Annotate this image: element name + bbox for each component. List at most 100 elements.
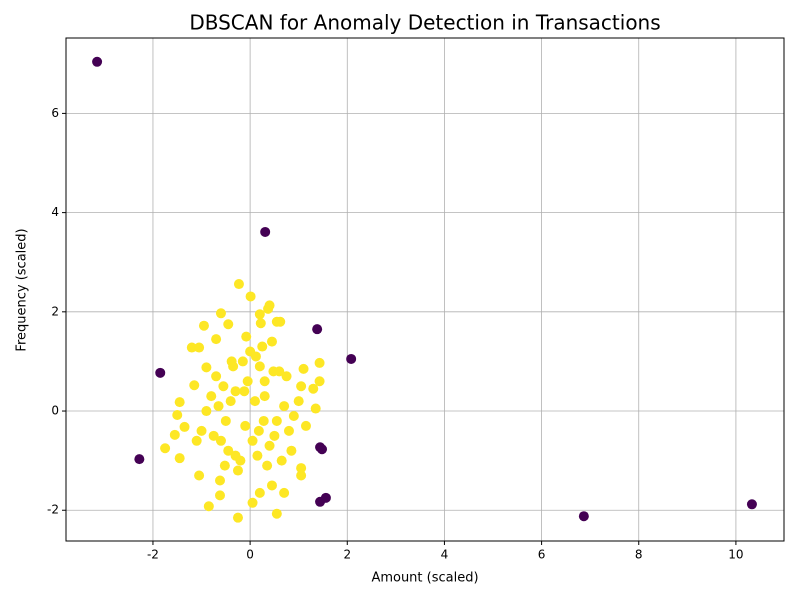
point <box>310 403 321 414</box>
point <box>259 391 270 402</box>
point <box>260 226 271 237</box>
point <box>746 499 757 510</box>
point <box>223 319 234 330</box>
chart-title: DBSCAN for Anomaly Detection in Transact… <box>189 11 660 35</box>
point <box>213 401 224 412</box>
point <box>271 415 282 426</box>
point <box>191 435 202 446</box>
point <box>308 383 319 394</box>
point <box>160 443 171 454</box>
point <box>263 303 274 314</box>
point <box>201 362 212 373</box>
point <box>194 342 205 353</box>
point <box>254 487 265 498</box>
point <box>208 430 219 441</box>
plot-frame <box>65 37 785 542</box>
x-tick-label: 4 <box>441 548 449 562</box>
point <box>245 291 256 302</box>
point <box>155 367 166 378</box>
point <box>288 410 299 421</box>
x-tick-label: 2 <box>343 548 351 562</box>
point <box>281 371 292 382</box>
point <box>196 425 207 436</box>
point <box>240 420 251 431</box>
point <box>226 356 237 367</box>
y-tick-label: 0 <box>51 404 59 418</box>
point <box>250 351 261 362</box>
point <box>314 357 325 368</box>
point <box>279 487 290 498</box>
point <box>194 470 205 481</box>
point <box>201 406 212 417</box>
point <box>247 497 258 508</box>
point <box>232 512 243 523</box>
point <box>230 386 241 397</box>
point <box>223 445 234 456</box>
point <box>225 396 236 407</box>
point <box>215 435 226 446</box>
point <box>268 366 279 377</box>
point <box>211 371 222 382</box>
point <box>578 511 589 522</box>
point <box>275 316 286 327</box>
x-tick-label: 8 <box>635 548 643 562</box>
point <box>320 492 331 503</box>
point <box>279 401 290 412</box>
point <box>235 455 246 466</box>
point <box>346 353 357 364</box>
point <box>249 396 260 407</box>
point <box>283 425 294 436</box>
y-tick-label: -2 <box>47 503 59 517</box>
point <box>186 342 197 353</box>
point <box>269 430 280 441</box>
point <box>259 376 270 387</box>
x-tick-label: 10 <box>728 548 743 562</box>
point <box>233 279 244 290</box>
point <box>264 440 275 451</box>
point <box>314 376 325 387</box>
point <box>255 318 266 329</box>
x-tick-label: 0 <box>246 548 254 562</box>
point <box>214 475 225 486</box>
point <box>241 331 252 342</box>
point <box>179 421 190 432</box>
point <box>312 324 323 335</box>
point <box>232 465 243 476</box>
point <box>271 508 282 519</box>
point <box>218 381 229 392</box>
point <box>206 391 217 402</box>
point <box>220 415 231 426</box>
point <box>253 425 264 436</box>
point <box>317 444 328 455</box>
point <box>254 309 265 320</box>
x-tick-label: 6 <box>538 548 546 562</box>
point <box>239 386 250 397</box>
point <box>174 397 185 408</box>
point <box>247 435 258 446</box>
point <box>134 454 145 465</box>
point <box>169 429 180 440</box>
point <box>258 415 269 426</box>
y-tick-label: 2 <box>51 304 59 318</box>
point <box>257 341 268 352</box>
point <box>189 380 200 391</box>
point <box>215 308 226 319</box>
point <box>237 356 248 367</box>
y-axis-label: Frequency (scaled) <box>15 228 30 351</box>
point <box>214 490 225 501</box>
point <box>262 460 273 471</box>
point <box>211 334 222 345</box>
y-tick-label: 4 <box>51 205 59 219</box>
point <box>300 420 311 431</box>
point <box>266 336 277 347</box>
point <box>174 453 185 464</box>
x-axis-label: Amount (scaled) <box>371 571 478 586</box>
x-tick-label: -2 <box>147 548 159 562</box>
point <box>198 320 209 331</box>
point <box>254 361 265 372</box>
point <box>296 381 307 392</box>
point <box>242 376 253 387</box>
y-tick-label: 6 <box>51 106 59 120</box>
point <box>296 470 307 481</box>
